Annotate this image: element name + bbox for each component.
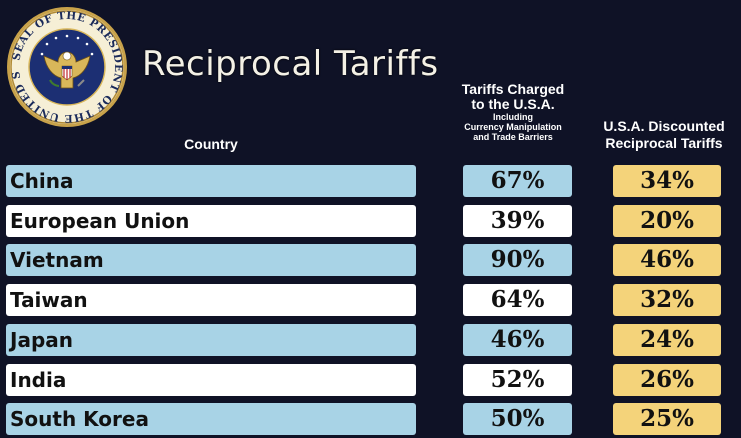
discounted-tariff-cell: 25% xyxy=(613,403,721,435)
charged-header-line1: Tariffs Charged xyxy=(461,81,565,97)
disc-header-line2: Reciprocal Tariffs xyxy=(605,135,723,151)
charged-tariff-cell: 67% xyxy=(463,165,572,197)
discounted-tariff-cell: 32% xyxy=(613,284,721,316)
country-cell: Japan xyxy=(6,324,416,356)
charged-header-line2: to the U.S.A. xyxy=(471,96,555,112)
table-row: India 52% 26% xyxy=(0,364,741,396)
country-column-header: Country xyxy=(184,136,238,152)
country-cell: India xyxy=(6,364,416,396)
country-cell: Vietnam xyxy=(6,244,416,276)
discounted-column-header: U.S.A. Discounted Reciprocal Tariffs xyxy=(588,118,740,152)
charged-tariff-cell: 46% xyxy=(463,324,572,356)
table-row: South Korea 50% 25% xyxy=(0,403,741,435)
charged-tariff-cell: 50% xyxy=(463,403,572,435)
table-row: China 67% 34% xyxy=(0,165,741,197)
discounted-tariff-cell: 24% xyxy=(613,324,721,356)
charged-tariff-cell: 39% xyxy=(463,205,572,237)
country-cell: South Korea xyxy=(6,403,416,435)
discounted-tariff-cell: 34% xyxy=(613,165,721,197)
discounted-tariff-cell: 20% xyxy=(613,205,721,237)
charged-header-sub2: Currency Manipulation xyxy=(464,122,562,132)
charged-header-sub1: Including xyxy=(493,112,533,122)
table-row: Taiwan 64% 32% xyxy=(0,284,741,316)
table-row: European Union 39% 20% xyxy=(0,205,741,237)
charged-header-sub3: and Trade Barriers xyxy=(473,132,553,142)
discounted-tariff-cell: 26% xyxy=(613,364,721,396)
discounted-tariff-cell: 46% xyxy=(613,244,721,276)
presidential-seal-icon: SEAL OF THE PRESIDENT OF THE UNITED STAT… xyxy=(6,6,127,127)
disc-header-line1: U.S.A. Discounted xyxy=(603,118,725,134)
charged-tariff-cell: 64% xyxy=(463,284,572,316)
charged-tariff-cell: 90% xyxy=(463,244,572,276)
charged-tariff-cell: 52% xyxy=(463,364,572,396)
table-row: Vietnam 90% 46% xyxy=(0,244,741,276)
table-row: Japan 46% 24% xyxy=(0,324,741,356)
country-cell: European Union xyxy=(6,205,416,237)
page-title: Reciprocal Tariffs xyxy=(142,44,439,84)
charged-column-header: Tariffs Charged to the U.S.A. Including … xyxy=(438,81,588,143)
country-cell: Taiwan xyxy=(6,284,416,316)
country-cell: China xyxy=(6,165,416,197)
